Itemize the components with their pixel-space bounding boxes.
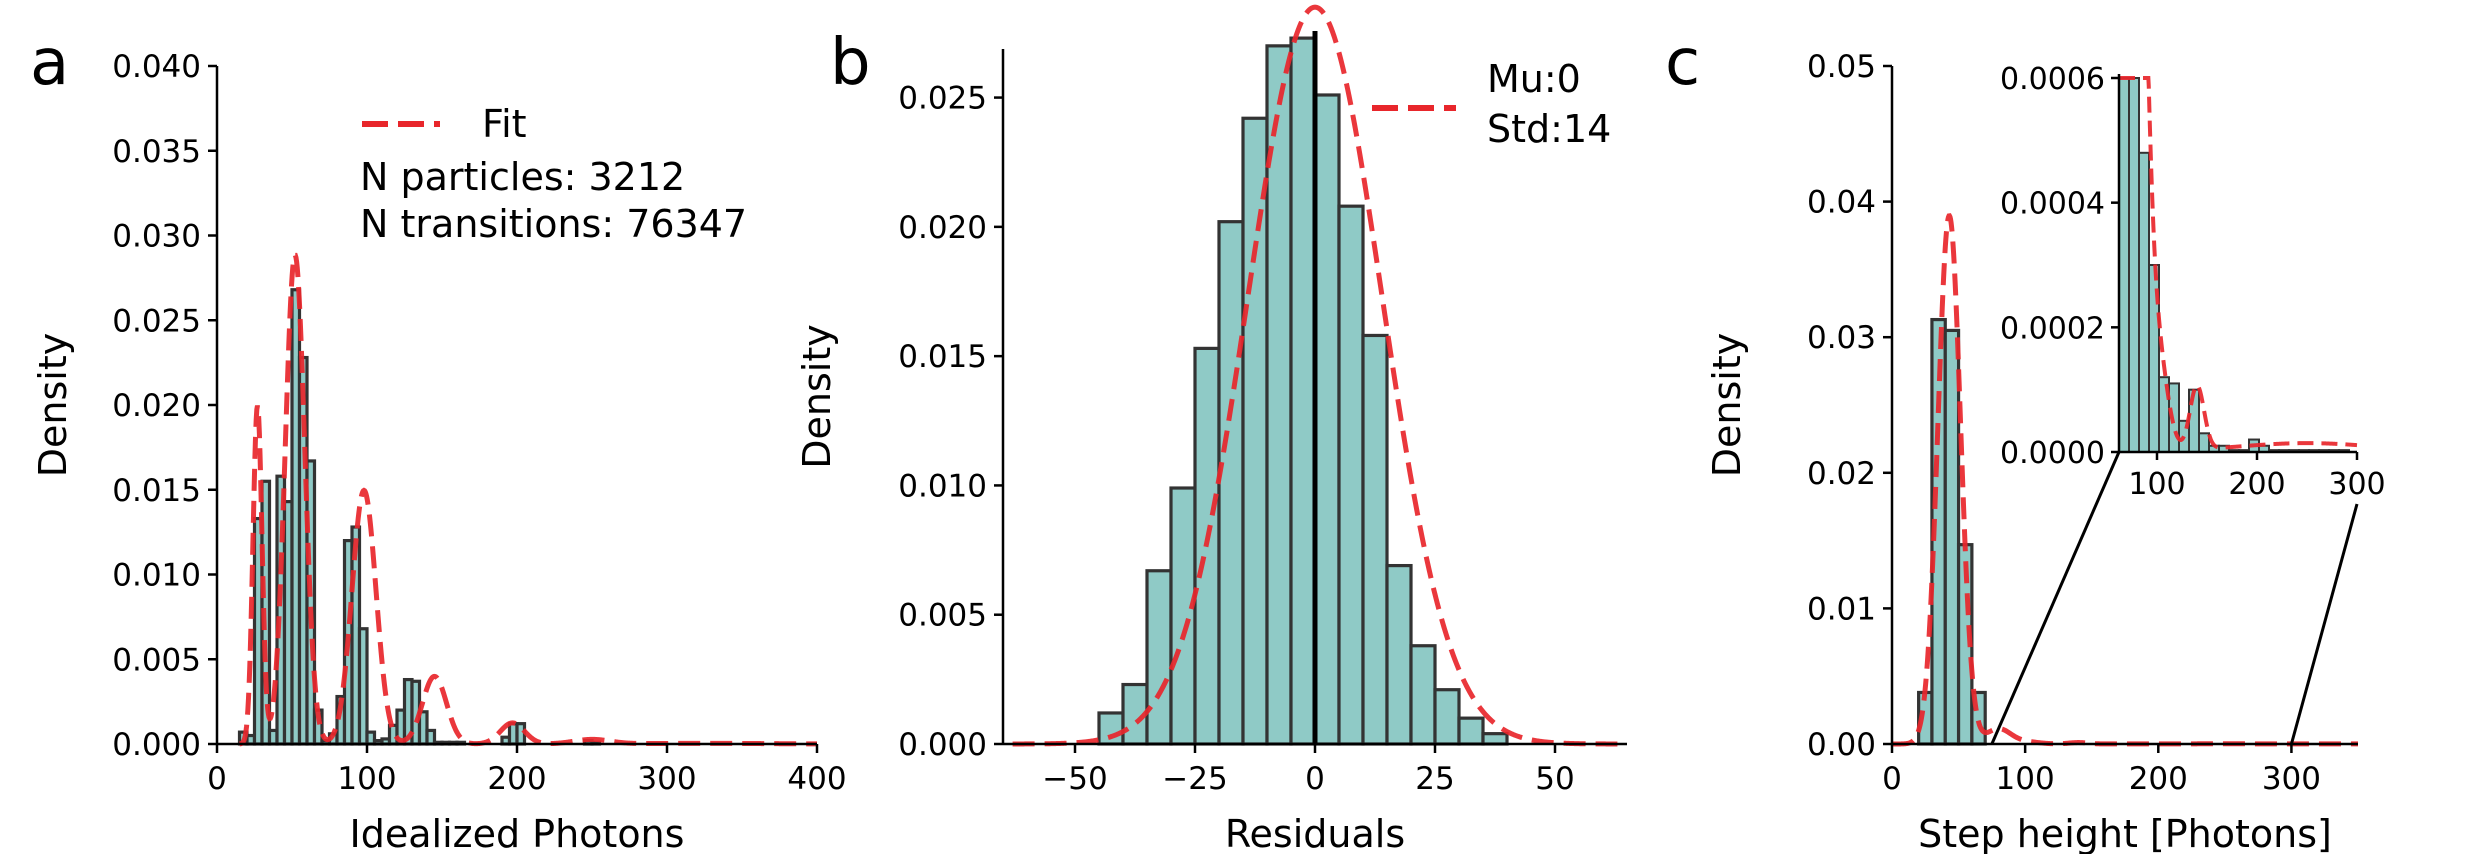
histogram-bar: [1433, 688, 1461, 746]
zoom-connector-left: [1990, 451, 2121, 745]
inset-fit-curve: [2119, 76, 2358, 450]
histogram-bars: [1917, 317, 1987, 746]
y-tick-label: 0.020: [898, 210, 987, 246]
inset: 100 200 300 0.0000 0.0002 0.0004 0.0006: [1990, 62, 2386, 745]
histogram-bar: [515, 722, 527, 746]
x-tick-label: 300: [637, 761, 696, 797]
y-tick-label: 0.04: [1807, 185, 1876, 221]
histogram-bar: [305, 459, 317, 746]
y-tick-label: 0.005: [112, 642, 201, 678]
y-tick-label: 0.015: [898, 339, 987, 375]
inset-y-tick-label: 0.0004: [2000, 187, 2105, 222]
legend-std-label: Std:14: [1487, 107, 1611, 151]
legend-fit-label: Fit: [482, 102, 527, 146]
inset-y-tick-label: 0.0002: [2000, 311, 2105, 346]
histogram-bar: [1409, 644, 1437, 746]
x-tick-label: 0: [207, 761, 227, 797]
y-tick-label: 0.025: [112, 303, 201, 339]
inset-histogram-bar: [2198, 432, 2210, 453]
y-axis-label: Density: [795, 324, 839, 468]
panel-letter: b: [830, 26, 871, 100]
histogram-bar: [1169, 486, 1197, 746]
y-tick-label: 0.040: [112, 49, 201, 85]
x-tick-label: −25: [1162, 761, 1227, 797]
histogram-bar: [1289, 36, 1317, 746]
inset-y-tick-label: 0.0006: [2000, 62, 2105, 97]
inset-histogram-bar: [2128, 77, 2140, 453]
histogram-bar: [1385, 563, 1413, 746]
y-tick-label: 0.000: [112, 727, 201, 763]
x-tick-label: 300: [2262, 761, 2321, 797]
x-tick-label: −50: [1042, 761, 1107, 797]
histogram-bar: [1361, 333, 1389, 746]
x-axis-label: Step height [Photons]: [1918, 812, 2332, 854]
x-tick-label: 0: [1882, 761, 1902, 797]
legend: Fit: [362, 102, 527, 146]
y-tick-label: 0.010: [898, 468, 987, 504]
x-tick-label: 0: [1305, 761, 1325, 797]
histogram-bar: [1481, 732, 1509, 746]
annotation-particles: N particles: 3212: [360, 155, 685, 199]
fit-curve: [239, 252, 817, 747]
y-axis-label: Density: [1705, 333, 1749, 477]
histogram-bar: [1943, 328, 1961, 746]
y-tick-label: 0.020: [112, 388, 201, 424]
histogram-bar: [1313, 93, 1341, 746]
inset-histogram-bar: [2138, 151, 2150, 454]
panel-a: 0 100 200 300 400 0.000 0.005 0.010 0.015 0.020 0.…: [30, 26, 847, 854]
y-tick-label: 0.02: [1807, 456, 1876, 492]
y-tick-label: 0.03: [1807, 320, 1876, 356]
x-axis-label: Idealized Photons: [350, 812, 685, 854]
y-tick-label: 0.015: [112, 473, 201, 509]
legend: Mu:0 Std:14: [1372, 57, 1611, 151]
panel-c: 0 100 200 300 0.00 0.01 0.02 0.03 0.04 0.05 Step h…: [1665, 26, 2386, 854]
inset-x-tick-label: 300: [2328, 467, 2385, 502]
y-tick-label: 0.005: [898, 598, 987, 634]
x-axis-label: Residuals: [1225, 812, 1405, 854]
y-tick-label: 0.05: [1807, 49, 1876, 85]
inset-y-tick-label: 0.0000: [2000, 436, 2105, 471]
histogram-bar: [1145, 569, 1173, 746]
histogram-bars: [237, 288, 602, 746]
zoom-connector-right: [2289, 503, 2359, 745]
annotation-transitions: N transitions: 76347: [360, 202, 747, 246]
y-tick-label: 0.010: [112, 558, 201, 594]
x-tick-label: 100: [337, 761, 396, 797]
panel-letter: c: [1665, 26, 1700, 100]
fit-curve: [1892, 213, 2358, 747]
x-tick-label: 200: [487, 761, 546, 797]
inset-x-tick-label: 200: [2228, 467, 2285, 502]
legend-mu-label: Mu:0: [1487, 57, 1581, 101]
x-tick-label: 400: [787, 761, 846, 797]
y-tick-label: 0.025: [898, 81, 987, 117]
x-tick-label: 200: [2129, 761, 2188, 797]
histogram-bar: [1217, 220, 1245, 746]
y-axis-label: Density: [31, 333, 75, 477]
y-tick-label: 0.030: [112, 219, 201, 255]
y-tick-label: 0.000: [898, 727, 987, 763]
x-tick-label: 100: [1996, 761, 2055, 797]
y-tick-label: 0.01: [1807, 591, 1876, 627]
histogram-bar: [1097, 711, 1125, 746]
y-tick-label: 0.00: [1807, 727, 1876, 763]
histogram-bar: [1241, 116, 1269, 746]
histogram-bar: [1457, 716, 1485, 746]
y-tick-label: 0.035: [112, 134, 201, 170]
histogram-bar: [1337, 204, 1365, 746]
panel-b: −50 −25 0 25 50 0.000 0.005 0.010 0.015 0.020 0.02…: [795, 4, 1627, 854]
inset-histogram-bar: [2118, 77, 2130, 453]
fit-curve: [1012, 4, 1618, 747]
histogram-bar: [357, 627, 369, 746]
x-tick-label: 25: [1415, 761, 1454, 797]
inset-x-tick-label: 100: [2128, 467, 2185, 502]
x-tick-label: 50: [1535, 761, 1574, 797]
panel-letter: a: [30, 26, 69, 100]
